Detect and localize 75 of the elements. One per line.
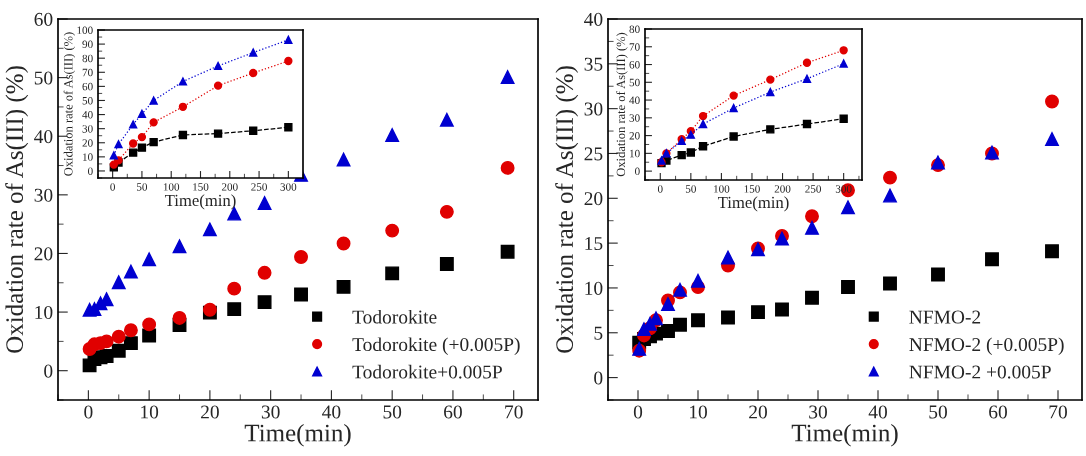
y-tick-label: 30 (82, 125, 93, 133)
y-tick-label: 60 (82, 82, 93, 91)
y-tick-label: 50 (34, 71, 53, 85)
x-tick-label: 150 (193, 183, 209, 191)
y-tick-label: 0 (635, 167, 640, 176)
x-tick-label: 50 (137, 183, 148, 191)
y-tick-label: 50 (82, 96, 93, 105)
x-tick-label: 150 (744, 185, 760, 193)
x-axis-title: Time(min) (717, 196, 789, 212)
x-tick-label: 250 (805, 185, 822, 193)
y-tick-label: 0 (594, 371, 603, 385)
y-tick-label: 10 (630, 149, 640, 158)
y-tick-label: 40 (82, 111, 93, 119)
y-axis-title: Oxidation rate of As(III) (%) (5, 66, 29, 353)
y-tick-label: 90 (82, 40, 93, 49)
x-tick-label: 70 (1049, 405, 1067, 419)
x-tick-label: 200 (221, 183, 238, 191)
legend-label: Todorokite (352, 309, 437, 324)
y-tick-label: 30 (584, 102, 603, 116)
y-tick-label: 25 (584, 147, 603, 161)
x-tick-label: 50 (929, 405, 947, 419)
y-tick-label: 0 (44, 364, 53, 378)
y-tick-label: 20 (34, 247, 53, 261)
y-tick-label: 5 (594, 326, 603, 340)
x-tick-label: 100 (714, 185, 730, 193)
x-axis-title: Time(min) (244, 423, 351, 447)
y-axis-title: Oxidation rate of As(III) (%) (616, 32, 628, 177)
y-tick-label: 30 (629, 114, 640, 122)
x-tick-label: 40 (868, 405, 887, 419)
y-tick-label: 10 (35, 305, 53, 320)
legend-label: NFMO-2 +0.005P (909, 365, 1051, 379)
y-tick-label: 80 (82, 54, 93, 63)
y-tick-label: 60 (629, 61, 640, 69)
y-tick-label: 80 (629, 25, 640, 33)
y-tick-label: 60 (34, 12, 53, 26)
y-tick-label: 50 (629, 78, 640, 87)
x-tick-label: 300 (280, 183, 297, 191)
x-tick-label: 20 (749, 405, 767, 419)
x-tick-label: 60 (444, 405, 462, 419)
x-tick-label: 30 (809, 405, 827, 419)
y-tick-label: 20 (629, 132, 640, 140)
x-axis-title: Time(min) (164, 194, 236, 210)
y-tick-label: 70 (82, 68, 93, 77)
x-tick-label: 50 (383, 405, 402, 419)
x-tick-label: 60 (989, 405, 1007, 419)
y-tick-label: 40 (584, 12, 603, 26)
x-tick-label: 100 (163, 183, 180, 191)
x-tick-label: 0 (657, 185, 663, 193)
y-tick-label: 100 (77, 26, 93, 34)
x-tick-label: 10 (141, 405, 159, 419)
x-tick-label: 0 (110, 183, 115, 191)
x-tick-label: 250 (251, 183, 267, 191)
y-tick-label: 40 (34, 130, 53, 144)
x-tick-label: 30 (261, 405, 280, 419)
x-tick-label: 40 (322, 405, 341, 419)
x-tick-label: 20 (201, 405, 219, 419)
legend-label: NFMO-2 (909, 310, 981, 324)
y-axis-title: Oxidation rate of As(III) (%) (63, 32, 76, 176)
legend-label: Todorokite (+0.005P) (352, 337, 520, 356)
y-tick-label: 40 (629, 96, 640, 105)
y-tick-label: 70 (629, 43, 640, 51)
y-tick-label: 35 (584, 57, 603, 71)
x-tick-label: 50 (685, 185, 696, 193)
legend-label: Todorokite+0.005P (352, 364, 502, 379)
y-tick-label: 0 (88, 167, 93, 175)
y-tick-label: 10 (83, 153, 93, 161)
legend-label: NFMO-2 (+0.005P) (909, 337, 1064, 356)
x-tick-label: 70 (505, 405, 523, 419)
y-tick-label: 15 (585, 237, 603, 251)
x-tick-label: 200 (774, 185, 791, 193)
y-axis-title: Oxidation rate of As(III) (%) (555, 66, 579, 353)
x-axis-title: Time(min) (791, 423, 898, 447)
y-tick-label: 10 (585, 281, 603, 295)
x-tick-label: 10 (689, 405, 707, 419)
y-tick-label: 20 (82, 139, 93, 147)
